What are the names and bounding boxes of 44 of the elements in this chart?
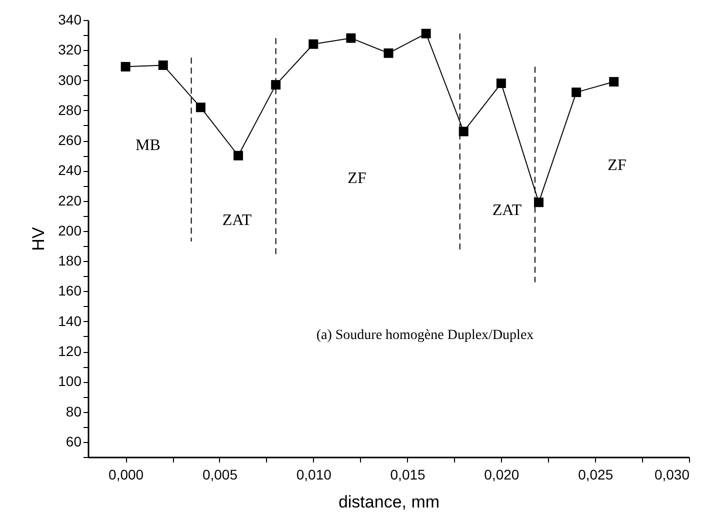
x-axis-title: distance, mm: [338, 492, 440, 512]
point: [384, 48, 394, 58]
annotation: ZAT: [222, 212, 252, 229]
annotation: ZAT: [492, 202, 522, 219]
annotation: (a) Soudure homogène Duplex/Duplex: [316, 328, 534, 343]
x-tick-label: 0,020: [484, 466, 520, 482]
point: [609, 77, 619, 87]
x-tick-label: 0,025: [578, 466, 614, 482]
y-tick-label: 100: [58, 373, 82, 390]
y-tick-label: 240: [58, 162, 82, 178]
y-tick-label: 180: [58, 252, 82, 269]
y-tick-label: 120: [58, 343, 82, 360]
point: [234, 150, 243, 160]
y-tick-label: 200: [58, 222, 82, 238]
y-tick-label: 60: [66, 433, 82, 450]
y-tick-label: 80: [66, 403, 82, 420]
y-tick-label: 320: [58, 42, 82, 58]
x-tick-label: 0,005: [202, 466, 238, 482]
point: [421, 28, 431, 38]
point: [120, 62, 130, 72]
annotation: ZF: [348, 170, 366, 187]
annotation: ZF: [608, 157, 626, 174]
annotation: MB: [136, 137, 160, 154]
y-tick-label: 280: [58, 102, 82, 118]
y-tick-label: 160: [58, 282, 82, 299]
y-tick-label: 300: [58, 72, 82, 88]
x-tick-label: 0,030: [654, 466, 690, 482]
point: [158, 60, 168, 70]
point: [572, 88, 582, 98]
y-tick-label: 140: [58, 312, 82, 329]
point: [346, 33, 356, 43]
y-tick-label: 340: [58, 12, 82, 28]
point: [496, 78, 506, 88]
point: [534, 198, 544, 208]
y-tick-label: 220: [58, 192, 82, 208]
point: [271, 80, 281, 90]
y-axis-title: HV: [29, 226, 48, 251]
y-tick-label: 260: [58, 132, 82, 148]
point: [196, 102, 206, 112]
x-tick-label: 0,010: [296, 466, 332, 482]
point: [308, 39, 318, 49]
x-tick-label: 0,000: [108, 466, 144, 482]
point: [458, 126, 468, 136]
x-tick-label: 0,015: [390, 466, 426, 482]
